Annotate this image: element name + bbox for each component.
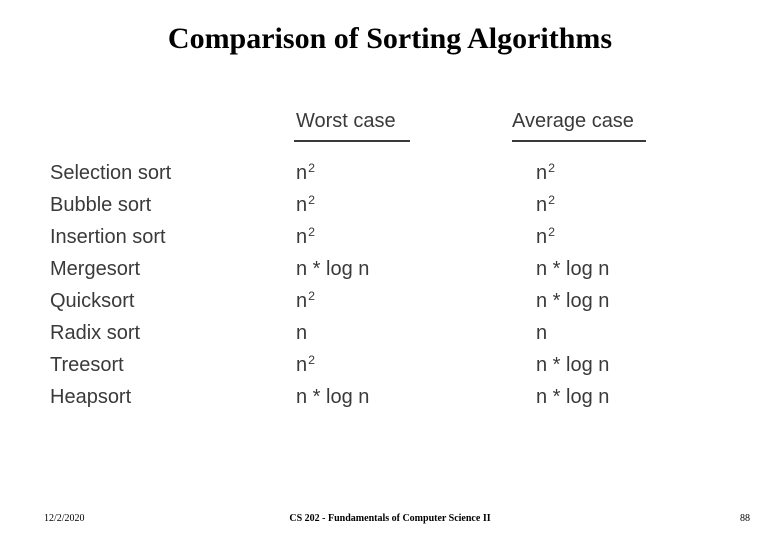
table-row: Heapsortn * log nn * log n	[46, 386, 726, 418]
worst-case-cell: n2	[256, 354, 496, 377]
table-row: Selection sortn2n2	[46, 162, 726, 194]
header-average-case: Average case	[512, 110, 634, 133]
table-row: Radix sortnn	[46, 322, 726, 354]
worst-case-cell: n * log n	[256, 386, 496, 409]
table-header-row: Worst case Average case	[46, 110, 726, 162]
algorithm-name: Treesort	[46, 354, 256, 377]
footer-page-number: 88	[740, 513, 750, 524]
table-row: Insertion sortn2n2	[46, 226, 726, 258]
slide: Comparison of Sorting Algorithms Worst c…	[0, 0, 780, 540]
table-row: Mergesortn * log nn * log n	[46, 258, 726, 290]
table-row: Treesortn2n * log n	[46, 354, 726, 386]
average-case-cell: n * log n	[496, 258, 716, 281]
algorithm-name: Radix sort	[46, 322, 256, 345]
worst-case-cell: n2	[256, 194, 496, 217]
algorithm-name: Insertion sort	[46, 226, 256, 249]
worst-case-cell: n	[256, 322, 496, 345]
header-worst-case: Worst case	[296, 110, 396, 133]
average-case-cell: n * log n	[496, 290, 716, 313]
slide-footer: 12/2/2020 CS 202 - Fundamentals of Compu…	[0, 508, 780, 524]
average-case-cell: n * log n	[496, 386, 716, 409]
comparison-table: Worst case Average case Selection sortn2…	[46, 110, 726, 418]
worst-case-cell: n2	[256, 162, 496, 185]
table-row: Bubble sortn2n2	[46, 194, 726, 226]
worst-case-cell: n2	[256, 226, 496, 249]
table-body: Selection sortn2n2Bubble sortn2n2Inserti…	[46, 162, 726, 418]
page-title: Comparison of Sorting Algorithms	[0, 22, 780, 56]
worst-case-cell: n * log n	[256, 258, 496, 281]
footer-course: CS 202 - Fundamentals of Computer Scienc…	[0, 513, 780, 524]
header-average-rule	[512, 140, 646, 142]
worst-case-cell: n2	[256, 290, 496, 313]
average-case-cell: n2	[496, 194, 716, 217]
table-row: Quicksortn2n * log n	[46, 290, 726, 322]
algorithm-name: Selection sort	[46, 162, 256, 185]
average-case-cell: n2	[496, 226, 716, 249]
algorithm-name: Bubble sort	[46, 194, 256, 217]
algorithm-name: Mergesort	[46, 258, 256, 281]
algorithm-name: Heapsort	[46, 386, 256, 409]
algorithm-name: Quicksort	[46, 290, 256, 313]
average-case-cell: n2	[496, 162, 716, 185]
average-case-cell: n	[496, 322, 716, 345]
average-case-cell: n * log n	[496, 354, 716, 377]
header-worst-rule	[294, 140, 410, 142]
